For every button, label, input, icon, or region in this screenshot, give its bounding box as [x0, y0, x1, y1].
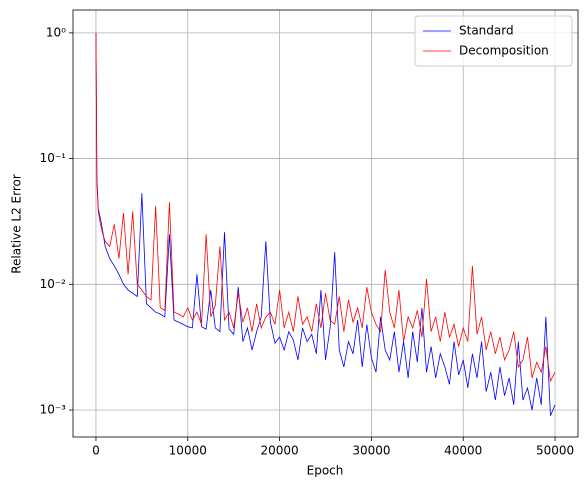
legend-box: [414, 15, 573, 67]
legend-label: Standard: [459, 24, 514, 38]
y-tick-label: 10⁻²: [40, 277, 67, 291]
series-line: [95, 32, 556, 383]
x-tick-label: 20000: [260, 444, 298, 458]
x-axis-label: Epoch: [307, 464, 344, 478]
x-tick-label: 30000: [352, 444, 390, 458]
y-axis-label: Relative L2 Error: [10, 174, 24, 274]
y-tick-label: 10⁻³: [40, 403, 67, 417]
x-tick-label: 50000: [536, 444, 574, 458]
legend-label: Decomposition: [459, 44, 549, 58]
x-tick-label: 40000: [444, 444, 482, 458]
x-tick-label: 0: [92, 444, 100, 458]
legend: Standard Decomposition: [414, 15, 573, 67]
plot-frame: [72, 9, 579, 438]
y-tick-label: 10⁻¹: [40, 151, 67, 165]
series-line: [95, 32, 556, 416]
x-tick-label: 10000: [169, 444, 207, 458]
y-tick-label: 10⁰: [46, 25, 66, 39]
